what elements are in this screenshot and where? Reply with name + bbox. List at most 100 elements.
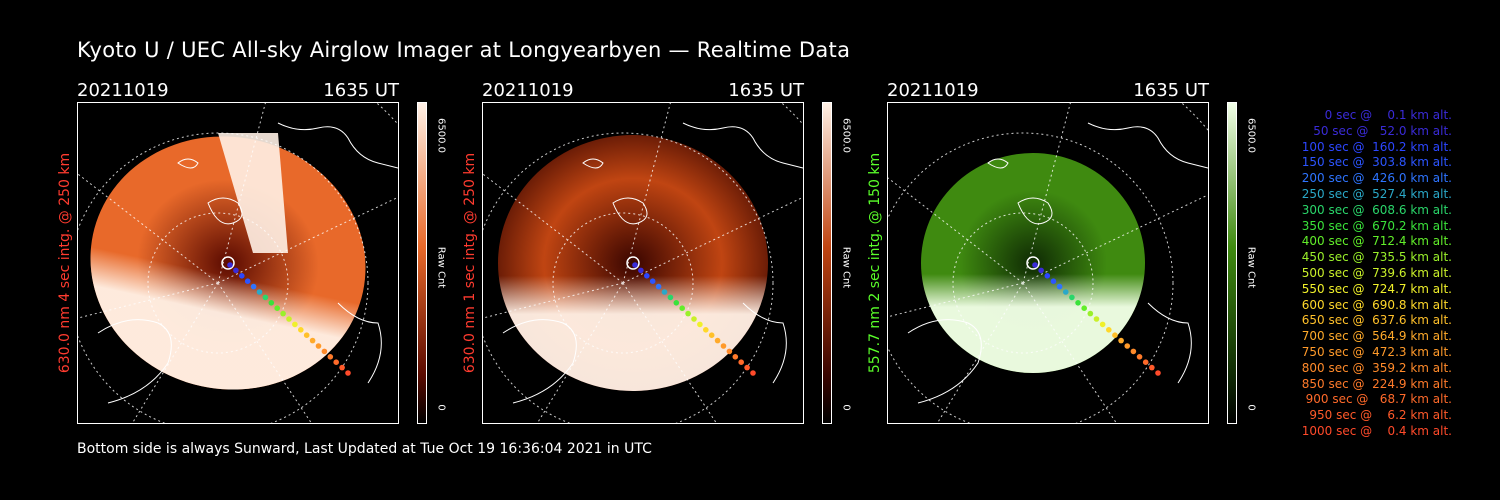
colorbar-unit: Raw Cnt <box>435 246 447 289</box>
all-sky-map <box>888 103 1208 423</box>
trajectory-legend: 0 sec @ 0.1 km alt. 50 sec @ 52.0 km alt… <box>1262 108 1452 440</box>
trajectory-point <box>1155 370 1161 376</box>
trajectory-point <box>720 343 727 349</box>
trajectory-point <box>1112 332 1118 338</box>
legend-item: 350 sec @ 670.2 km alt. <box>1297 218 1452 233</box>
trajectory-point <box>1081 305 1087 311</box>
map-grid <box>78 103 398 423</box>
all-sky-image <box>887 102 1209 424</box>
colorbar-labels: 6500.0 Raw Cnt 0 <box>1243 102 1259 424</box>
map-grid <box>483 103 803 423</box>
legend-item: 850 sec @ 224.9 km alt. <box>1297 376 1452 391</box>
coastlines <box>97 122 398 404</box>
trajectory-point <box>644 273 650 279</box>
trajectory-point <box>309 337 316 344</box>
trajectory-point <box>726 348 733 355</box>
trajectory-point <box>298 327 304 333</box>
trajectory-point <box>321 348 328 355</box>
panel-date: 20211019 <box>482 80 574 101</box>
legend-item: 500 sec @ 739.6 km alt. <box>1297 265 1452 280</box>
colorbar-max: 6500.0 <box>840 118 852 153</box>
legend-item: 50 sec @ 52.0 km alt. <box>1305 123 1452 138</box>
panel-side-label: 630.0 nm 1 sec intg. @ 250 km <box>460 102 480 424</box>
trajectory-point <box>233 267 239 274</box>
trajectory-point <box>1124 343 1131 349</box>
trajectory-point <box>1149 364 1155 371</box>
trajectory <box>632 262 756 376</box>
trajectory-point <box>732 354 739 360</box>
legend-item: 650 sec @ 637.6 km alt. <box>1297 313 1452 328</box>
trajectory-point <box>274 305 280 311</box>
trajectory-point <box>655 283 662 290</box>
trajectory-point <box>1087 310 1094 317</box>
station-marker <box>1026 256 1040 270</box>
legend-item: 700 sec @ 564.9 km alt. <box>1297 329 1452 344</box>
trajectory-point <box>303 332 310 338</box>
colorbar <box>417 102 427 424</box>
trajectory-point <box>738 359 744 366</box>
side-label-text: 630.0 nm 1 sec intg. @ 250 km <box>462 152 478 374</box>
footer-status: Bottom side is always Sunward, Last Upda… <box>77 441 652 457</box>
trajectory-point <box>280 310 286 317</box>
legend-item: 200 sec @ 426.0 km alt. <box>1297 171 1452 186</box>
legend-item: 150 sec @ 303.8 km alt. <box>1297 155 1452 170</box>
colorbar-min: 0 <box>435 404 447 411</box>
trajectory-point <box>333 359 339 366</box>
colorbar-min: 0 <box>1245 404 1257 411</box>
trajectory-point <box>1032 262 1038 268</box>
colorbar <box>1227 102 1237 424</box>
trajectory-point <box>708 332 715 338</box>
trajectory-point <box>262 294 269 301</box>
colorbar-unit: Raw Cnt <box>1245 246 1257 289</box>
trajectory-point <box>315 343 322 349</box>
trajectory-point <box>1106 327 1112 333</box>
trajectory-point <box>1130 348 1137 355</box>
panel-date: 20211019 <box>77 80 169 101</box>
trajectory-point <box>292 321 298 328</box>
coastlines <box>907 122 1208 404</box>
legend-item: 900 sec @ 68.7 km alt. <box>1301 392 1452 407</box>
all-sky-map <box>483 103 803 423</box>
trajectory-point <box>327 354 334 360</box>
panel-time: 1635 UT <box>1133 80 1209 101</box>
coastlines <box>502 122 803 404</box>
trajectory-point <box>685 310 691 317</box>
trajectory-point <box>268 300 275 306</box>
legend-item: 600 sec @ 690.8 km alt. <box>1297 297 1452 312</box>
colorbar-labels: 6500.0 Raw Cnt 0 <box>838 102 854 424</box>
trajectory-point <box>1118 337 1124 344</box>
colorbar-unit: Raw Cnt <box>840 246 852 289</box>
trajectory-point <box>673 300 680 306</box>
legend-item: 250 sec @ 527.4 km alt. <box>1297 186 1452 201</box>
panel-time: 1635 UT <box>728 80 804 101</box>
colorbar-labels: 6500.0 Raw Cnt 0 <box>433 102 449 424</box>
side-label-text: 557.7 nm 2 sec intg. @ 150 km <box>867 152 883 374</box>
trajectory-point <box>1099 321 1106 328</box>
legend-item: 1000 sec @ 0.4 km alt. <box>1301 423 1452 438</box>
airglow-image <box>921 153 1145 373</box>
panel-side-label: 630.0 nm 4 sec intg. @ 250 km <box>55 102 75 424</box>
trajectory-point <box>339 364 345 371</box>
trajectory-point <box>1075 300 1081 306</box>
legend-item: 300 sec @ 608.6 km alt. <box>1297 202 1452 217</box>
trajectory-point <box>638 267 644 274</box>
panel-time: 1635 UT <box>323 80 399 101</box>
trajectory-point <box>649 278 656 284</box>
station-marker <box>626 256 640 270</box>
legend-item: 800 sec @ 359.2 km alt. <box>1297 360 1452 375</box>
colorbar <box>822 102 832 424</box>
all-sky-image <box>77 102 399 424</box>
trajectory-point <box>250 283 257 290</box>
trajectory-point <box>1044 273 1051 279</box>
panel-date: 20211019 <box>887 80 979 101</box>
legend-item: 550 sec @ 724.7 km alt. <box>1297 281 1452 296</box>
trajectory-point <box>1050 278 1057 284</box>
colorbar-min: 0 <box>840 404 852 411</box>
trajectory-point <box>744 364 750 371</box>
trajectory-point <box>667 294 674 301</box>
trajectory-point <box>1038 267 1044 274</box>
airglow-panel-1: 20211019 1635 UT 630.0 nm 4 sec intg. @ … <box>57 80 477 430</box>
trajectory-point <box>697 321 703 328</box>
map-grid <box>888 103 1208 423</box>
trajectory-point <box>227 262 233 268</box>
